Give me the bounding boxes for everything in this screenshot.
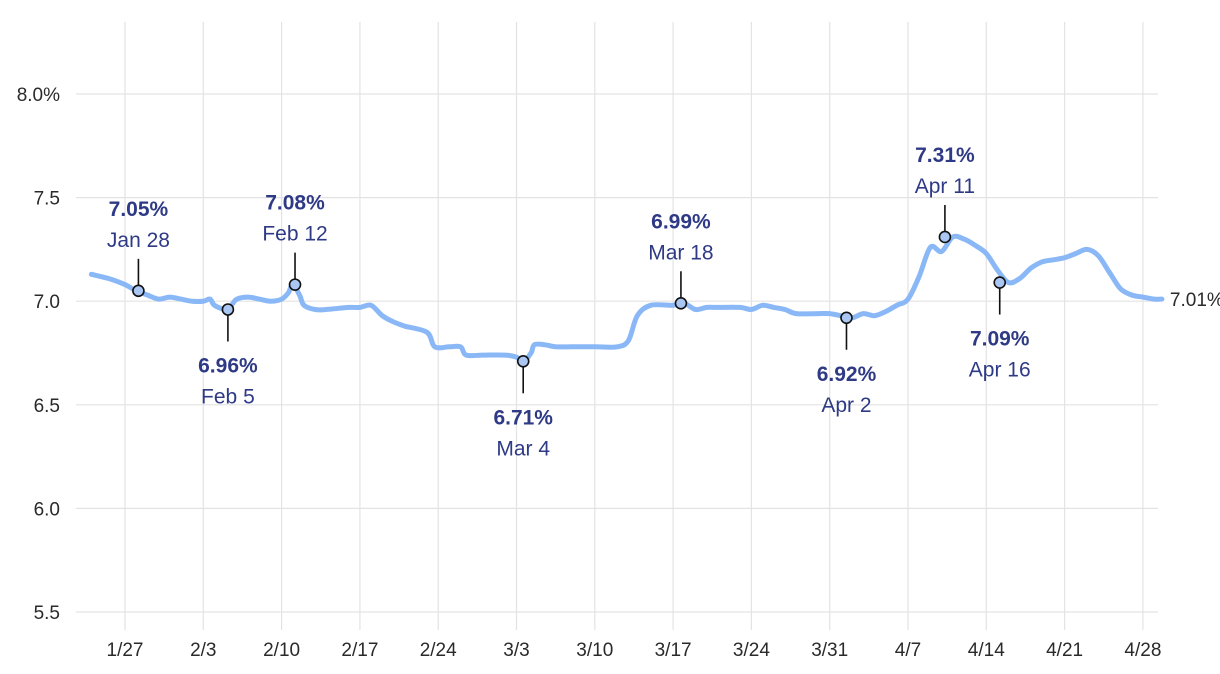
y-tick-label: 8.0% bbox=[17, 85, 60, 106]
annotation-date-label: Apr 16 bbox=[969, 359, 1031, 382]
annotation-value-label: 7.09% bbox=[970, 328, 1030, 351]
annotation-marker bbox=[840, 311, 853, 325]
x-tick-label: 3/31 bbox=[811, 640, 848, 661]
end-value-label: 7.01% bbox=[1170, 290, 1220, 311]
annotation-marker bbox=[516, 354, 530, 368]
annotation-value-label: 6.96% bbox=[198, 354, 258, 377]
x-tick-label: 2/24 bbox=[420, 640, 457, 661]
annotation-marker bbox=[288, 278, 302, 291]
annotation-marker bbox=[674, 296, 688, 310]
annotation-marker bbox=[938, 230, 952, 244]
annotation-date-label: Mar 4 bbox=[496, 437, 550, 460]
annotation-marker bbox=[132, 284, 145, 298]
x-tick-label: 2/10 bbox=[263, 640, 300, 661]
x-tick-label: 4/28 bbox=[1124, 640, 1161, 661]
x-tick-label: 3/10 bbox=[576, 640, 613, 661]
x-tick-label: 3/17 bbox=[655, 640, 692, 661]
annotation-date-label: Jan 28 bbox=[107, 229, 170, 252]
y-tick-label: 5.5 bbox=[34, 603, 60, 624]
x-tick-label: 4/7 bbox=[895, 640, 921, 661]
annotation-date-label: Apr 11 bbox=[915, 175, 975, 198]
grid-layer bbox=[76, 22, 1158, 630]
annotation-value-label: 6.71% bbox=[493, 406, 553, 429]
annotation-value-label: 7.08% bbox=[265, 192, 325, 215]
x-tick-label: 4/21 bbox=[1046, 640, 1083, 661]
x-tick-label: 1/27 bbox=[107, 640, 144, 661]
y-tick-label: 6.0 bbox=[34, 499, 60, 520]
x-tick-label: 2/17 bbox=[341, 640, 378, 661]
x-tick-label: 2/3 bbox=[190, 640, 216, 661]
y-tick-label: 6.5 bbox=[34, 396, 60, 417]
annotation-value-label: 7.05% bbox=[109, 198, 169, 221]
annotation-layer: 7.05% Jan 28 6.96% Feb 5 7.08% Feb 12 6.71% Mar… bbox=[107, 144, 1031, 460]
annotation-value-label: 6.92% bbox=[817, 363, 877, 386]
series-layer bbox=[88, 233, 1165, 364]
axis-layer: 8.0% 7.5 7.0 6.5 6.0 5.5 1/27 2/3 2/10 2/17 2/24 3/… bbox=[17, 85, 1162, 661]
annotation-date-label: Feb 5 bbox=[201, 385, 255, 408]
rate-series-line bbox=[88, 233, 1165, 364]
annotation-date-label: Mar 18 bbox=[648, 241, 713, 264]
annotation-date-label: Apr 2 bbox=[821, 394, 871, 417]
x-tick-label: 4/14 bbox=[968, 640, 1005, 661]
y-tick-label: 7.0 bbox=[34, 292, 60, 313]
y-tick-label: 7.5 bbox=[34, 189, 60, 210]
x-tick-label: 3/3 bbox=[503, 640, 529, 661]
annotation-value-label: 6.99% bbox=[651, 210, 711, 233]
annotation-date-label: Feb 12 bbox=[262, 223, 327, 246]
annotation-marker bbox=[221, 303, 235, 316]
x-tick-label: 3/24 bbox=[733, 640, 770, 661]
annotation-marker bbox=[993, 276, 1007, 289]
annotation-value-label: 7.31% bbox=[915, 144, 975, 167]
